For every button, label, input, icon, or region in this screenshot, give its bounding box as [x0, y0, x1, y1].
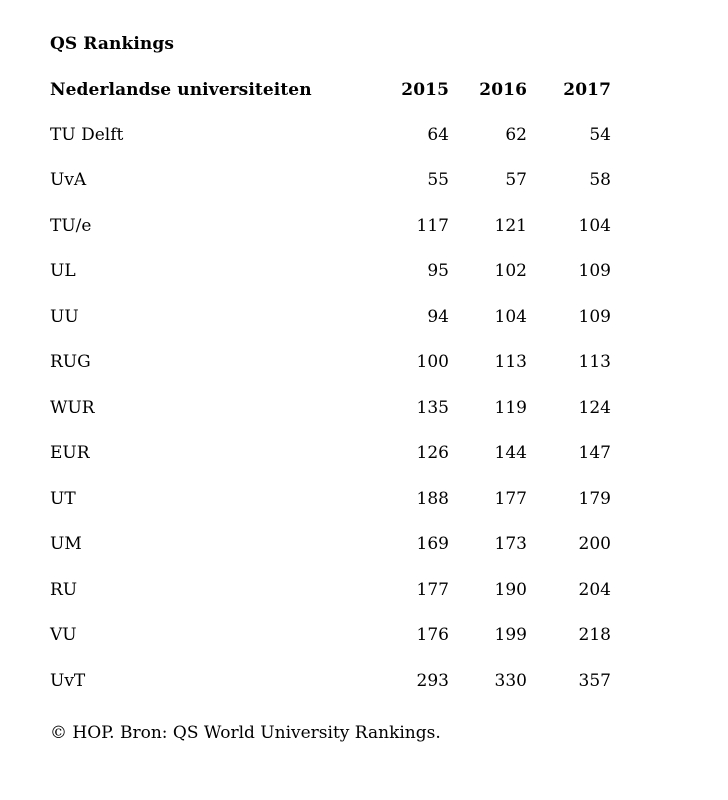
- table-row: WUR 135 119 124: [50, 385, 611, 431]
- rank-2016: 119: [494, 397, 527, 418]
- rank-2016: 144: [494, 443, 527, 464]
- rank-2017: 113: [578, 352, 611, 373]
- rank-2015: 117: [416, 215, 449, 236]
- table-row: UM 169 173 200: [50, 522, 611, 568]
- rank-2015: 100: [416, 352, 449, 373]
- rank-2015: 64: [427, 124, 449, 145]
- rank-2017: 54: [589, 124, 611, 145]
- rank-2015: 176: [416, 625, 449, 646]
- table-row: UU 94 104 109: [50, 294, 611, 340]
- table-row: UL 95 102 109: [50, 249, 611, 295]
- table-row: RUG 100 113 113: [50, 340, 611, 386]
- rank-2017: 124: [578, 397, 611, 418]
- rank-2015: 169: [416, 534, 449, 555]
- rank-2017: 109: [578, 306, 611, 327]
- rank-2017: 204: [578, 579, 611, 600]
- rank-2016: 102: [494, 261, 527, 282]
- university-name: UT: [50, 488, 76, 509]
- university-name: RU: [50, 579, 78, 600]
- rank-2017: 109: [578, 261, 611, 282]
- column-header-universities: Nederlandse universiteiten: [50, 79, 312, 100]
- table-header-row: Nederlandse universiteiten 2015 2016 201…: [50, 67, 611, 112]
- rank-2016: 330: [494, 670, 527, 691]
- rank-2016: 121: [494, 215, 527, 236]
- rank-2017: 104: [578, 215, 611, 236]
- rank-2016: 190: [494, 579, 527, 600]
- rankings-figure: QS Rankings Nederlandse universiteiten 2…: [50, 34, 611, 743]
- rank-2016: 199: [494, 625, 527, 646]
- rank-2017: 200: [578, 534, 611, 555]
- figure-title: QS Rankings: [50, 34, 175, 54]
- university-name: TU/e: [50, 215, 92, 236]
- rank-2017: 147: [578, 443, 611, 464]
- table-row: TU/e 117 121 104: [50, 203, 611, 249]
- university-name: UvA: [50, 170, 87, 191]
- table-row: UvT 293 330 357: [50, 658, 611, 704]
- table-row: VU 176 199 218: [50, 613, 611, 659]
- university-name: RUG: [50, 352, 91, 373]
- rank-2015: 126: [416, 443, 449, 464]
- university-name: UL: [50, 261, 76, 282]
- university-name: EUR: [50, 443, 90, 464]
- university-name: VU: [50, 625, 77, 646]
- university-name: WUR: [50, 397, 95, 418]
- rank-2016: 57: [505, 170, 527, 191]
- rank-2017: 357: [578, 670, 611, 691]
- rank-2017: 218: [578, 625, 611, 646]
- university-name: UU: [50, 306, 79, 327]
- table-row: EUR 126 144 147: [50, 431, 611, 477]
- rank-2015: 55: [427, 170, 449, 191]
- rankings-table: Nederlandse universiteiten 2015 2016 201…: [50, 67, 611, 704]
- rank-2016: 113: [494, 352, 527, 373]
- rank-2015: 177: [416, 579, 449, 600]
- university-name: UM: [50, 534, 82, 555]
- rank-2015: 94: [427, 306, 449, 327]
- rank-2017: 179: [578, 488, 611, 509]
- rank-2015: 135: [416, 397, 449, 418]
- rank-2015: 95: [427, 261, 449, 282]
- rank-2016: 62: [505, 124, 527, 145]
- university-name: TU Delft: [50, 124, 124, 145]
- rank-2015: 293: [416, 670, 449, 691]
- source-note: © HOP. Bron: QS World University Ranking…: [50, 722, 441, 743]
- table-row: UvA 55 57 58: [50, 158, 611, 204]
- table-row: UT 188 177 179: [50, 476, 611, 522]
- university-name: UvT: [50, 670, 86, 691]
- table-row: TU Delft 64 62 54: [50, 112, 611, 158]
- rank-2016: 104: [494, 306, 527, 327]
- table-row: RU 177 190 204: [50, 567, 611, 613]
- rank-2016: 177: [494, 488, 527, 509]
- column-header-2016: 2016: [479, 79, 527, 100]
- rank-2017: 58: [589, 170, 611, 191]
- rank-2016: 173: [494, 534, 527, 555]
- column-header-2017: 2017: [563, 79, 611, 100]
- column-header-2015: 2015: [401, 79, 449, 100]
- rank-2015: 188: [416, 488, 449, 509]
